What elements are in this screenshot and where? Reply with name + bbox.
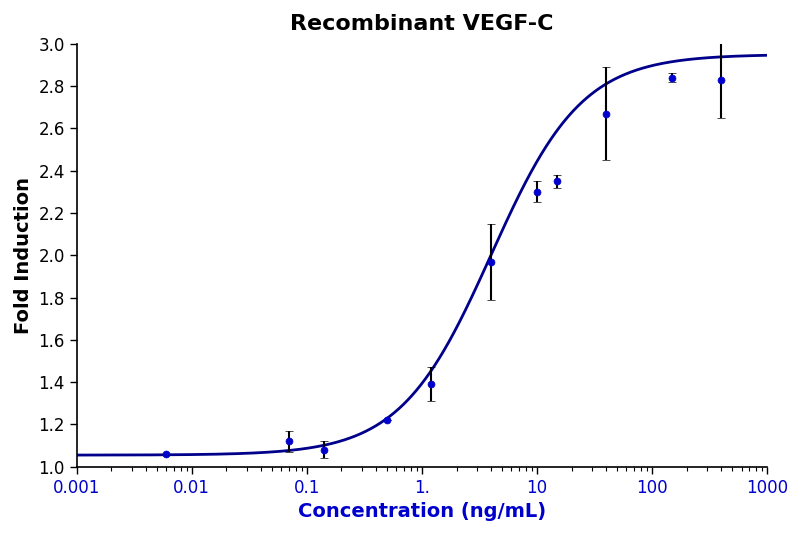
Y-axis label: Fold Induction: Fold Induction [14,177,33,334]
X-axis label: Concentration (ng/mL): Concentration (ng/mL) [298,502,546,521]
Title: Recombinant VEGF-C: Recombinant VEGF-C [290,14,553,34]
